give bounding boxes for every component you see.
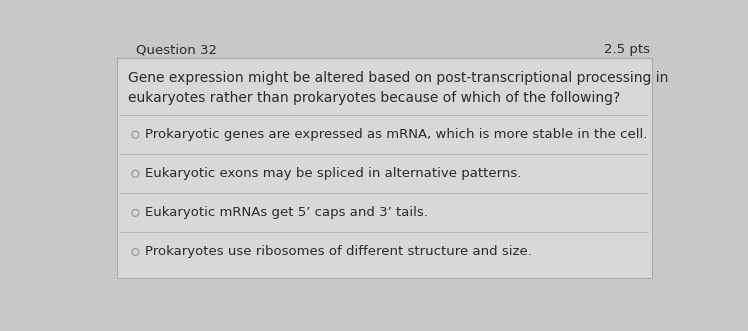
Text: Eukaryotic mRNAs get 5’ caps and 3’ tails.: Eukaryotic mRNAs get 5’ caps and 3’ tail… xyxy=(145,206,429,219)
Text: Gene expression might be altered based on post-transcriptional processing in
euk: Gene expression might be altered based o… xyxy=(128,71,668,105)
FancyBboxPatch shape xyxy=(117,58,652,278)
Text: Prokaryotes use ribosomes of different structure and size.: Prokaryotes use ribosomes of different s… xyxy=(145,246,533,259)
Text: Question 32: Question 32 xyxy=(136,43,217,56)
Text: Prokaryotic genes are expressed as mRNA, which is more stable in the cell.: Prokaryotic genes are expressed as mRNA,… xyxy=(145,128,648,141)
Text: 2.5 pts: 2.5 pts xyxy=(604,43,650,56)
Text: Eukaryotic exons may be spliced in alternative patterns.: Eukaryotic exons may be spliced in alter… xyxy=(145,167,522,180)
